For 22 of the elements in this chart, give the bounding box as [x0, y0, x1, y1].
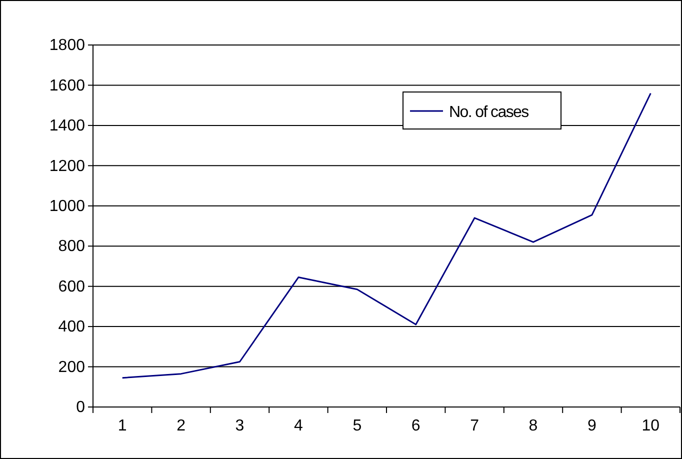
- line-series: [122, 92, 652, 379]
- x-tick-label: 9: [587, 417, 596, 434]
- y-tick-label: 1000: [49, 198, 86, 216]
- y-tick-label: 1200: [49, 158, 86, 175]
- x-tick-label: 4: [294, 417, 303, 434]
- x-tick-label: 10: [642, 417, 660, 434]
- x-tick-label: 7: [470, 417, 480, 434]
- x-tick-label: 5: [352, 417, 362, 434]
- x-tick-label: 3: [235, 417, 244, 434]
- y-tick-label: 1800: [49, 37, 86, 54]
- x-tick-label: 1: [118, 417, 127, 434]
- y-tick-label: 400: [58, 318, 86, 336]
- y-tick-label: 200: [58, 358, 86, 376]
- y-tick-label: 1600: [49, 77, 86, 94]
- y-tick-label: 600: [58, 278, 86, 296]
- y-tick-label: 800: [58, 238, 86, 256]
- y-tick-label: 0: [76, 399, 86, 416]
- y-tick-label: 1400: [49, 118, 86, 135]
- x-tick-label: 6: [411, 417, 420, 434]
- x-tick-label: 2: [176, 417, 186, 434]
- x-tick-label: 8: [528, 417, 538, 434]
- legend-label: No. of cases: [449, 104, 530, 121]
